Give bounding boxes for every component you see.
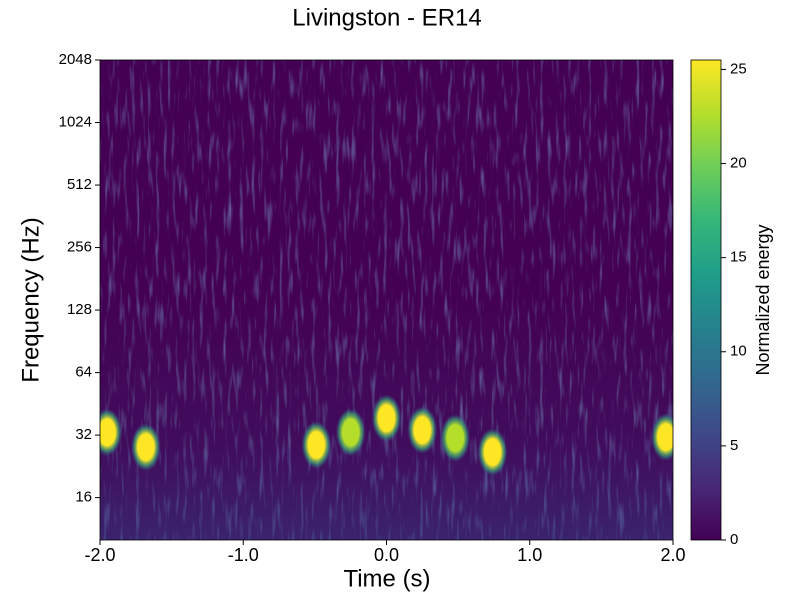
energy-blob — [335, 408, 366, 457]
y-tick-label: 256 — [67, 239, 92, 256]
plot-area — [100, 60, 673, 540]
x-tick-label: -2.0 — [84, 545, 115, 565]
colorbar — [690, 59, 722, 541]
energy-blob — [100, 408, 123, 457]
energy-blob — [371, 394, 402, 443]
colorbar-tick-label: 15 — [730, 249, 747, 266]
x-tick-label: 1.0 — [517, 545, 542, 565]
colorbar-tick-label: 5 — [730, 437, 738, 454]
energy-blob — [301, 420, 332, 469]
x-axis-label: Time (s) — [343, 565, 430, 592]
y-tick-label: 512 — [67, 176, 92, 193]
colorbar-tick-label: 10 — [730, 343, 747, 360]
y-tick-label: 1024 — [59, 113, 92, 130]
colorbar-label: Normalized energy — [753, 224, 773, 375]
energy-blob — [650, 413, 673, 462]
x-tick-label: -1.0 — [228, 545, 259, 565]
energy-blob — [130, 423, 161, 472]
colorbar-tick-label: 25 — [730, 60, 747, 77]
energy-blob — [440, 413, 471, 462]
y-tick-label: 64 — [75, 364, 92, 381]
y-tick-label: 16 — [75, 489, 92, 506]
colorbar-tick-label: 0 — [730, 531, 738, 548]
energy-blob — [407, 406, 438, 455]
y-axis-label: Frequency (Hz) — [17, 217, 44, 382]
energy-blob — [477, 428, 508, 477]
chart-title: Livingston - ER14 — [292, 4, 481, 31]
y-tick-label: 128 — [67, 301, 92, 318]
y-tick-label: 32 — [75, 426, 92, 443]
x-tick-label: 2.0 — [660, 545, 685, 565]
colorbar-tick-label: 20 — [730, 154, 747, 171]
x-tick-label: 0.0 — [374, 545, 399, 565]
y-tick-label: 2048 — [59, 51, 92, 68]
